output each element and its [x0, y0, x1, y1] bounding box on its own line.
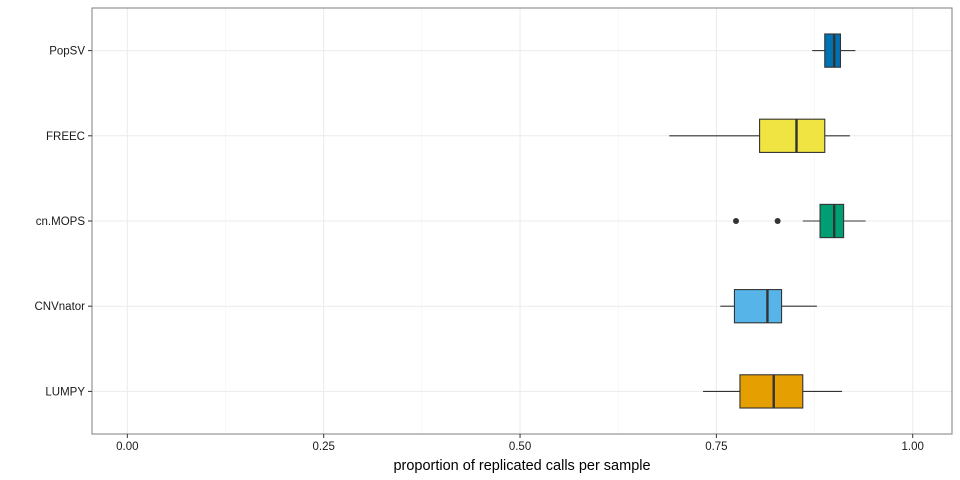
box-iqr	[739, 374, 804, 409]
y-axis: PopSV FREEC cn.MOPS CNVnator LUMPY	[35, 46, 92, 398]
x-axis: 0.00 0.25 0.50 0.75 1.00	[116, 434, 924, 453]
box-cn-mops	[733, 203, 866, 239]
outlier-point	[774, 218, 781, 224]
box-iqr	[824, 33, 842, 68]
x-tick-label: 0.25	[312, 441, 334, 453]
y-tick-label: FREEC	[46, 131, 85, 143]
y-tick-label: PopSV	[49, 46, 85, 58]
x-axis-title: proportion of replicated calls per sampl…	[393, 458, 650, 474]
box-iqr	[733, 289, 783, 324]
outlier-point	[733, 218, 740, 224]
box-iqr	[759, 118, 826, 153]
x-tick-label: 0.75	[705, 441, 727, 453]
box-freec	[669, 118, 850, 153]
y-tick-label: cn.MOPS	[36, 216, 86, 228]
x-tick-label: 1.00	[902, 441, 924, 453]
y-tick-label: LUMPY	[45, 386, 85, 398]
box-lumpy	[703, 374, 843, 409]
box-popsv	[812, 33, 856, 68]
box-cnvnator	[720, 289, 817, 324]
y-tick-label: CNVnator	[35, 301, 86, 313]
box-series	[669, 33, 866, 409]
box-iqr	[819, 203, 845, 239]
x-tick-label: 0.50	[509, 441, 531, 453]
x-tick-label: 0.00	[116, 441, 138, 453]
